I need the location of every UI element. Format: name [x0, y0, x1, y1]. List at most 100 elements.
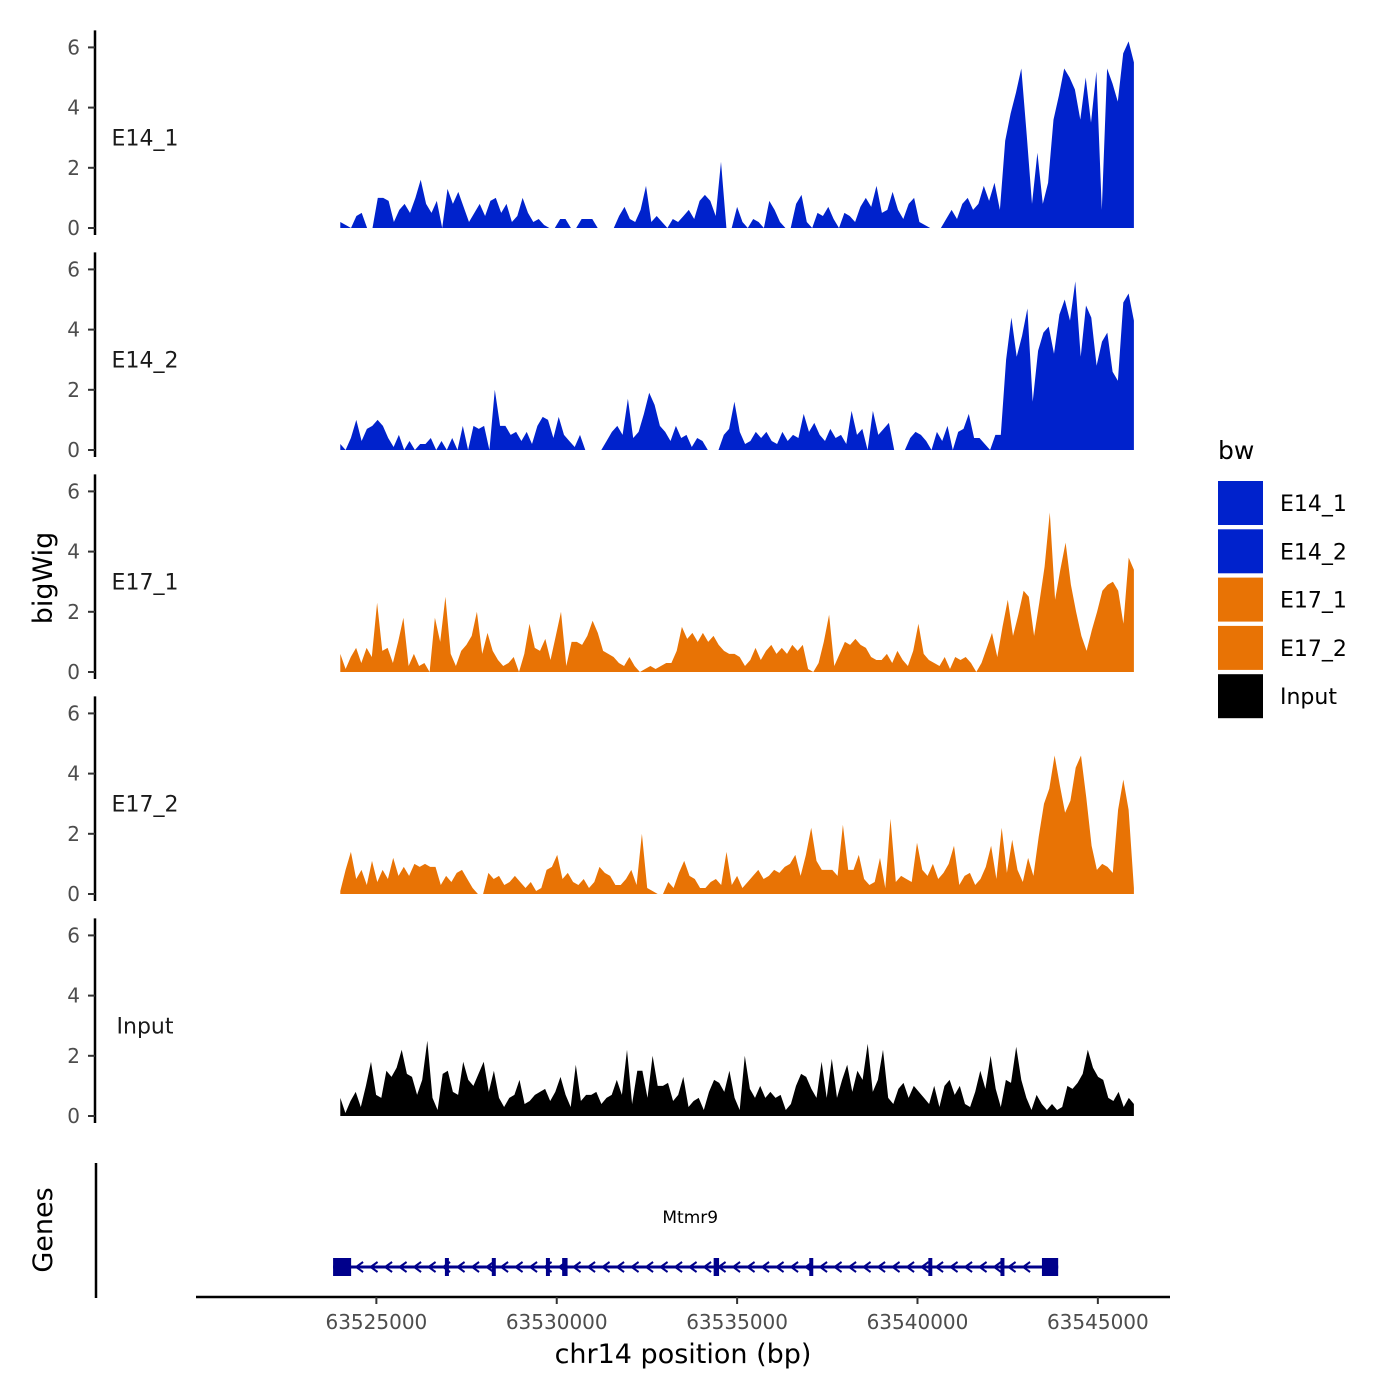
x-tick-label: 63540000	[867, 1310, 969, 1334]
legend-label-e14-2: E14_2	[1280, 540, 1347, 565]
gene-exon	[809, 1258, 814, 1276]
y-tick-label-e17-2: 2	[67, 822, 80, 846]
strand-arrow	[745, 1261, 756, 1273]
y-tick-label-input: 4	[67, 984, 80, 1008]
legend-label-e14-1: E14_1	[1280, 492, 1347, 517]
strand-arrow	[1021, 1261, 1031, 1273]
strand-arrow	[368, 1261, 379, 1273]
strand-arrow	[963, 1261, 973, 1273]
x-axis-title: chr14 position (bp)	[555, 1339, 812, 1370]
strand-arrow	[629, 1261, 640, 1273]
track-input: 0 2 4 6 Input	[67, 918, 1134, 1128]
strand-arrow	[919, 1261, 930, 1273]
strand-arrow	[600, 1261, 611, 1273]
y-tick-label-e14-2: 4	[67, 318, 80, 342]
y-tick-label-e17-2: 0	[67, 882, 80, 906]
y-tick-label-e17-2: 6	[67, 701, 80, 725]
strand-arrow	[774, 1261, 785, 1273]
legend-label-e17-2: E17_2	[1280, 637, 1347, 662]
legend-swatch-e17-2	[1218, 625, 1263, 670]
gene-exon	[491, 1258, 496, 1276]
strand-arrow	[687, 1261, 698, 1273]
y-tick-label-e14-2: 2	[67, 378, 80, 402]
strand-arrow	[861, 1261, 872, 1273]
strand-arrow	[470, 1261, 480, 1273]
track-e14-1: 0 2 4 6 E14_1	[67, 30, 1134, 240]
y-tick-label-e14-1: 4	[67, 96, 80, 120]
strand-arrow	[731, 1261, 741, 1273]
gene-exon	[1000, 1258, 1005, 1276]
y-tick-label-e17-2: 4	[67, 762, 80, 786]
x-tick-label: 63545000	[1047, 1310, 1149, 1334]
strand-arrow	[484, 1261, 495, 1273]
y-tick-label-input: 2	[67, 1044, 80, 1068]
gene-exon	[562, 1258, 568, 1276]
gene-exon	[545, 1258, 550, 1276]
strand-arrow	[528, 1261, 538, 1273]
signal-area-e14-2	[340, 281, 1134, 450]
y-tick-label-e14-1: 6	[67, 35, 80, 59]
strand-arrow	[934, 1261, 944, 1273]
strand-arrow	[397, 1261, 408, 1273]
y-tick-label-e17-1: 0	[67, 660, 80, 684]
legend-swatch-input	[1218, 674, 1263, 719]
legend: bw E14_1 E14_2 E17_1 E17_2 Input	[1218, 436, 1347, 719]
y-tick-label-input: 0	[67, 1104, 80, 1128]
track-e17-2: 0 2 4 6 E17_2	[67, 696, 1134, 906]
y-axis-title: bigWig	[28, 532, 59, 625]
y-tick-label-input: 6	[67, 923, 80, 947]
signal-tracks: 0 2 4 6 E14_1 0 2 4 6 E14_2 0 2 4 6 E17_1 0 2 4 6 E17_2 0 2 4 6…	[67, 30, 1134, 1128]
gene-exon	[444, 1258, 449, 1276]
strand-arrow	[977, 1261, 988, 1273]
signal-area-e17-2	[340, 755, 1134, 894]
strand-arrow	[847, 1261, 857, 1273]
gene-exon	[1041, 1258, 1059, 1276]
strand-arrow	[658, 1261, 669, 1273]
strand-arrow	[644, 1261, 654, 1273]
x-tick-label: 63530000	[506, 1310, 608, 1334]
legend-swatch-e14-1	[1218, 481, 1263, 525]
legend-swatch-e14-2	[1218, 529, 1263, 574]
strand-arrow	[702, 1261, 712, 1273]
strand-arrow	[992, 1261, 1002, 1273]
track-label-e14-1: E14_1	[112, 127, 179, 152]
legend-title: bw	[1218, 436, 1254, 465]
y-tick-label-e17-1: 2	[67, 600, 80, 624]
strand-arrow	[513, 1261, 524, 1273]
y-tick-label-e17-1: 4	[67, 540, 80, 564]
track-label-e17-2: E17_2	[112, 793, 179, 818]
signal-area-e17-1	[340, 512, 1134, 672]
strand-arrow	[412, 1261, 422, 1273]
y-tick-label-e14-1: 0	[67, 216, 80, 240]
strand-arrow	[615, 1261, 625, 1273]
strand-arrow	[948, 1261, 959, 1273]
strand-arrow	[789, 1261, 799, 1273]
gene-exon	[928, 1258, 933, 1276]
strand-arrow	[455, 1261, 466, 1273]
strand-arrow	[832, 1261, 843, 1273]
gene-exon	[713, 1258, 720, 1276]
strand-arrow	[876, 1261, 886, 1273]
track-e17-1: 0 2 4 6 E17_1	[67, 474, 1134, 684]
strand-arrow	[354, 1261, 364, 1273]
strand-arrow	[499, 1261, 509, 1273]
y-tick-label-e14-2: 0	[67, 438, 80, 462]
legend-swatch-e17-1	[1218, 577, 1263, 622]
gene-track: Genes Mtmr9	[28, 1163, 1059, 1298]
strand-arrow	[890, 1261, 901, 1273]
legend-label-input: Input	[1280, 685, 1337, 710]
x-tick-label: 63535000	[686, 1310, 788, 1334]
genes-axis-title: Genes	[28, 1187, 59, 1272]
y-tick-label-e14-2: 6	[67, 257, 80, 281]
signal-area-e14-1	[340, 41, 1134, 229]
track-label-e17-1: E17_1	[112, 571, 179, 596]
legend-label-e17-1: E17_1	[1280, 589, 1347, 614]
y-tick-label-e17-1: 6	[67, 479, 80, 503]
signal-area-input	[340, 1040, 1134, 1116]
strand-arrow	[905, 1261, 915, 1273]
track-e14-2: 0 2 4 6 E14_2	[67, 252, 1134, 462]
track-label-e14-2: E14_2	[112, 349, 179, 374]
strand-arrow	[760, 1261, 770, 1273]
strand-arrow	[383, 1261, 393, 1273]
